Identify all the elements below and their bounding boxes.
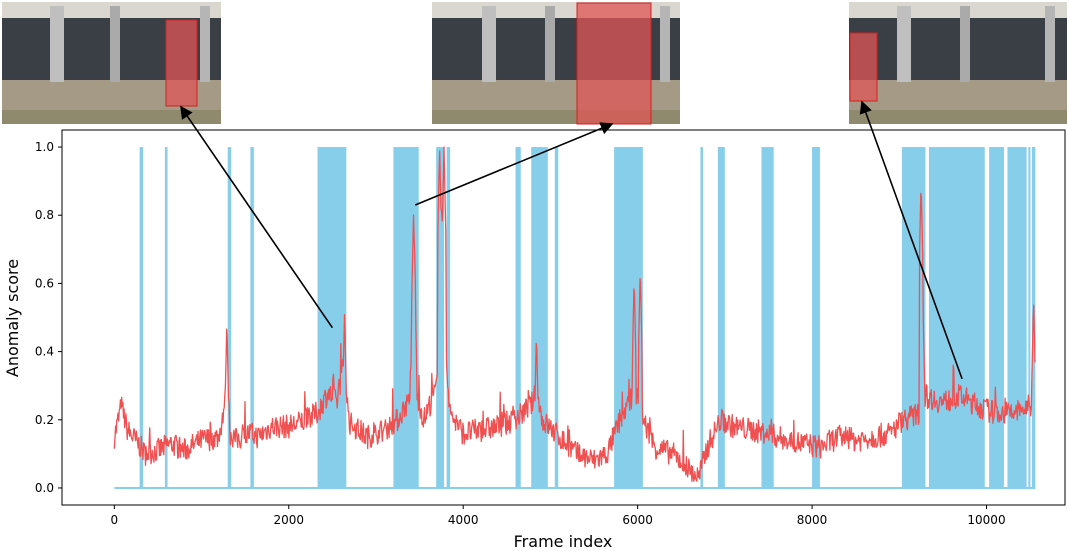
y-tick-label: 0.0 (35, 481, 54, 495)
ground-truth-segment (1007, 147, 1027, 488)
ground-truth-segment (761, 147, 774, 488)
y-tick-label: 0.2 (35, 413, 54, 427)
x-tick-label: 4000 (448, 513, 479, 527)
ground-truth-segment (446, 147, 451, 488)
ground-truth-segment (515, 147, 521, 488)
ground-truth-segment (393, 147, 419, 488)
annotation-arrow (414, 122, 614, 206)
ground-truth-segment (989, 147, 1004, 488)
x-tick-label: 2000 (273, 513, 304, 527)
x-tick-label: 8000 (797, 513, 828, 527)
anomaly-score-line (113, 146, 1036, 483)
ground-truth-segment (436, 147, 445, 488)
frame-thumbnail-left (2, 2, 221, 124)
ground-truth-segment (227, 147, 232, 488)
x-tick-label: 0 (111, 513, 119, 527)
ground-truth-segment (812, 147, 820, 488)
x-tick-label: 10000 (967, 513, 1005, 527)
plot-frame (61, 129, 1066, 506)
frame-thumbnail-right (849, 2, 1067, 124)
x-axis-label: Frame index (514, 532, 613, 551)
ground-truth-segment (928, 147, 985, 488)
y-axis-label: Anomaly score (3, 259, 22, 377)
frame-thumbnail-middle (432, 2, 680, 125)
annotation-arrow (859, 100, 963, 380)
ground-truth-segment (164, 147, 168, 488)
annotation-arrow (180, 105, 334, 329)
x-tick-label: 6000 (622, 513, 653, 527)
ground-truth-segment (531, 147, 548, 488)
annotation-arrows (180, 100, 963, 380)
ground-truth-segment (1028, 147, 1031, 488)
y-tick-label: 1.0 (35, 140, 54, 154)
ground-truth-segment (317, 147, 347, 488)
ground-truth-segment (717, 147, 725, 488)
y-tick-label: 0.8 (35, 208, 54, 222)
ground-truth-segment (554, 147, 559, 488)
axis-ticks: 0 2000 4000 6000 8000 10000 0.0 0.2 0.4 0.6 0.8 1.0 (35, 140, 1006, 527)
y-tick-label: 0.6 (35, 276, 54, 290)
y-tick-label: 0.4 (35, 345, 54, 359)
score-layer (113, 146, 1036, 483)
thumbnail-strip (2, 2, 1067, 125)
ground-truth-segment (700, 147, 704, 488)
ground-truth-segment (250, 147, 254, 488)
ground-truth-segment (139, 147, 144, 488)
